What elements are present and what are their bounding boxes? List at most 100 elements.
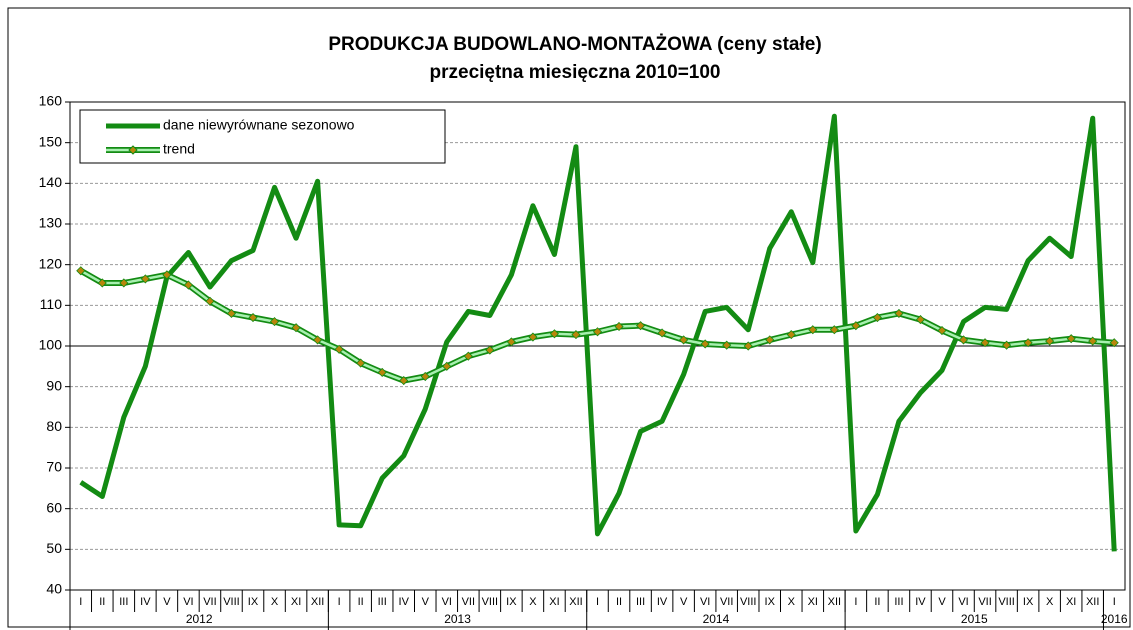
x-tick-label: X [1046,596,1054,608]
x-tick-label: IX [248,596,259,608]
y-tick-label: 40 [46,581,62,597]
x-tick-label: VIII [482,596,499,608]
trend-marker [829,325,839,335]
x-tick-label: IX [765,596,776,608]
x-tick-label: IV [399,596,410,608]
trend-marker [506,337,516,347]
trend-marker [614,321,624,332]
trend-marker [872,312,882,323]
legend-label: trend [163,141,195,157]
trend-marker [119,278,129,288]
y-tick-label: 50 [46,540,62,556]
trend-marker [635,321,646,331]
x-tick-label: I [338,596,341,608]
trend-marker [420,371,430,382]
y-tick-label: 80 [46,418,62,434]
trend-marker [1023,338,1033,348]
x-tick-label: IV [657,596,668,608]
y-tick-label: 130 [39,215,63,231]
x-tick-label: X [271,596,279,608]
trend-marker [743,341,753,351]
trend-marker [549,329,560,339]
trend-marker [162,270,172,280]
legend-marker [128,145,138,155]
x-tick-label: V [163,596,171,608]
x-tick-label: VIII [998,596,1015,608]
x-tick-label: VII [462,596,475,608]
trend-marker [700,339,710,349]
x-tick-label: XII [828,596,841,608]
y-tick-label: 70 [46,459,62,475]
year-label: 2016 [1101,612,1128,626]
x-tick-label: III [119,596,128,608]
trend-marker [1002,340,1012,350]
x-tick-label: I [596,596,599,608]
trend-marker [657,328,667,338]
trend-marker [334,344,344,354]
trend-marker [958,335,969,345]
year-label: 2012 [186,612,213,626]
x-tick-label: VI [183,596,193,608]
plot-border [69,101,1126,591]
trend-marker [765,335,775,345]
trend-marker [226,308,237,319]
trend-marker [808,325,818,335]
y-tick-label: 110 [40,296,63,312]
x-tick-label: VI [958,596,968,608]
frame [7,7,1131,628]
x-tick-label: V [422,596,430,608]
trend-marker [1066,334,1076,344]
x-tick-label: VII [203,596,216,608]
y-tick-label: 160 [39,93,63,109]
trend-marker [1088,336,1098,346]
x-tick-label: XII [1086,596,1099,608]
x-tick-label: III [636,596,645,608]
trend-marker [528,332,538,342]
x-tick-label: II [99,596,105,608]
trend-marker [377,367,387,377]
y-tick-label: 60 [46,499,62,515]
trend-marker [915,315,926,325]
x-tick-label: IV [915,596,926,608]
x-tick-label: II [874,596,880,608]
trend-marker [399,376,409,386]
x-tick-label: X [788,596,796,608]
trend-marker [313,335,323,345]
trend-marker [140,274,150,284]
x-tick-label: XII [311,596,324,608]
trend-marker [851,321,861,331]
trend-marker [269,317,280,327]
x-tick-label: III [378,596,387,608]
x-tick-label: VIII [223,596,240,608]
trend-marker [205,296,215,306]
x-tick-label: I [79,596,82,608]
legend-box [79,109,446,164]
trend-marker [485,345,495,355]
trend-marker [291,323,301,333]
trend-marker [76,266,86,276]
x-tick-label: VII [720,596,733,608]
trend-marker [786,330,796,340]
x-tick-label: VII [978,596,991,608]
trend-marker [442,361,452,371]
x-tick-label: XI [291,596,301,608]
x-tick-label: IX [506,596,517,608]
x-tick-label: XI [1066,596,1076,608]
x-tick-label: V [680,596,688,608]
x-tick-label: I [854,596,857,608]
trend-marker [183,280,193,290]
x-tick-label: XI [808,596,818,608]
x-tick-label: II [358,596,364,608]
x-tick-label: X [529,596,537,608]
trend-marker [463,351,473,361]
trend-marker [248,312,258,323]
trend-marker [679,335,689,345]
y-tick-label: 140 [39,174,63,190]
y-tick-label: 100 [39,337,63,353]
trend-marker [356,358,366,368]
trend-marker [1109,338,1119,348]
y-tick-label: 120 [39,255,63,271]
x-tick-label: VI [700,596,710,608]
x-tick-label: IV [140,596,151,608]
